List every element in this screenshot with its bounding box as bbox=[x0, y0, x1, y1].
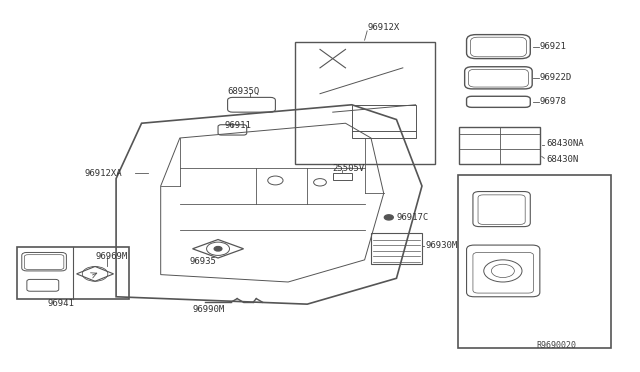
Bar bbox=[459, 127, 540, 164]
Bar bbox=[294, 42, 435, 164]
Text: 96935: 96935 bbox=[189, 257, 216, 266]
Bar bbox=[371, 233, 422, 264]
Circle shape bbox=[214, 247, 222, 251]
Bar bbox=[17, 247, 129, 299]
Text: 96990M: 96990M bbox=[193, 305, 225, 314]
Text: 68430N: 68430N bbox=[546, 155, 579, 164]
Text: 96941: 96941 bbox=[47, 299, 74, 308]
Text: 96922D: 96922D bbox=[540, 73, 572, 82]
Bar bbox=[333, 173, 352, 180]
Bar bbox=[458, 175, 611, 349]
Text: 96921: 96921 bbox=[540, 42, 566, 51]
Text: 96912XA: 96912XA bbox=[84, 169, 122, 177]
Text: 96911: 96911 bbox=[225, 121, 252, 130]
Text: 96912X: 96912X bbox=[367, 23, 399, 32]
Text: 96978: 96978 bbox=[540, 97, 566, 106]
Text: 68935Q: 68935Q bbox=[228, 87, 260, 96]
Text: 96969M: 96969M bbox=[96, 251, 128, 261]
Text: 96930M: 96930M bbox=[425, 241, 458, 250]
Text: R9690020: R9690020 bbox=[537, 341, 577, 350]
Circle shape bbox=[385, 215, 394, 220]
Text: 96917C: 96917C bbox=[396, 213, 429, 222]
Text: 25505V: 25505V bbox=[333, 164, 365, 173]
Bar bbox=[352, 105, 415, 138]
Text: 68430NA: 68430NA bbox=[546, 139, 584, 148]
